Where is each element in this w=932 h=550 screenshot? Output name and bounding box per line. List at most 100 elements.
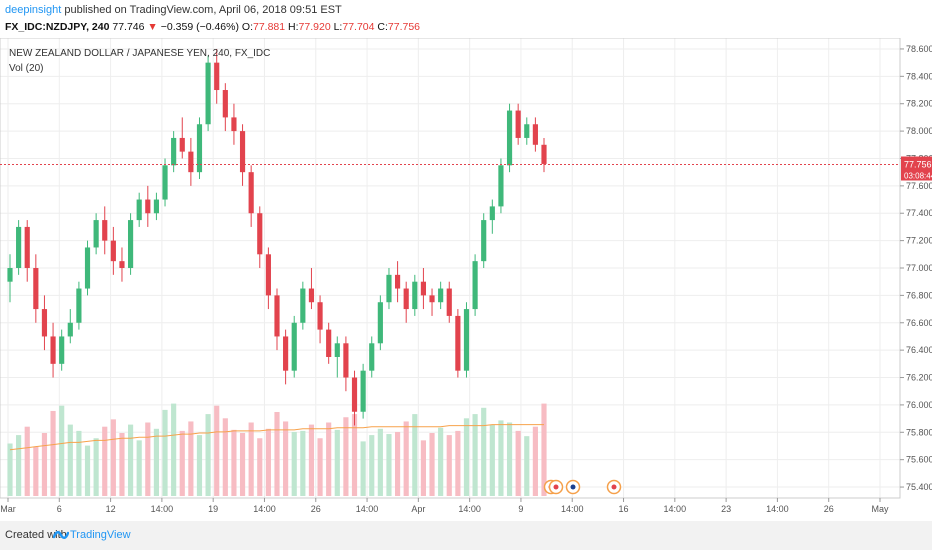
y-tick-label: 75.600: [906, 455, 932, 465]
volume-bar: [93, 438, 99, 496]
volume-bar: [300, 430, 306, 496]
x-tick-label: 14:00: [766, 504, 789, 514]
down-arrow-icon: ▼: [147, 21, 158, 33]
time-axis[interactable]: Mar 6 12 14:00 19 14:00 26 14:00 Apr 14:00 9 14:00 1…: [0, 498, 889, 514]
x-tick-label: 14:00: [458, 504, 481, 514]
x-tick-label: 14:00: [664, 504, 687, 514]
x-tick-label: 19: [208, 504, 218, 514]
volume-bar: [257, 438, 263, 496]
open-label: O:: [241, 21, 253, 33]
volume-bar: [394, 431, 401, 496]
candle-body: [119, 261, 125, 268]
last-price-tag: [901, 156, 932, 181]
y-tick-label: 75.800: [906, 427, 932, 437]
candle-body: [377, 302, 383, 344]
candle-body: [136, 199, 142, 221]
price-chart[interactable]: 78.60078.40078.20078.00077.80077.60077.4…: [0, 38, 932, 521]
x-tick-label: 14:00: [561, 504, 584, 514]
volume-bar: [438, 427, 444, 496]
y-tick-label: 77.600: [906, 181, 932, 191]
candle-body: [420, 281, 427, 296]
candle-body: [239, 131, 246, 173]
candle-body: [317, 302, 323, 330]
y-tick-label: 77.000: [906, 263, 932, 273]
candle-body: [93, 220, 99, 248]
volume-bar: [274, 412, 280, 496]
volume-bar: [412, 414, 418, 496]
y-tick-label: 75.400: [906, 482, 932, 492]
candle-body: [50, 336, 56, 364]
volume-bar: [463, 418, 470, 496]
volume-bar: [386, 434, 392, 496]
candle-body: [438, 288, 444, 303]
candle-body: [59, 336, 65, 364]
candle-body: [326, 329, 332, 357]
tradingview-link[interactable]: TradingView: [70, 529, 131, 541]
candle-body: [7, 268, 13, 282]
candle-body: [41, 309, 48, 337]
volume-bar: [403, 421, 409, 496]
volume-bar: [308, 424, 315, 496]
candle-body: [472, 261, 478, 310]
volume-bar: [145, 422, 151, 496]
volume-bar: [541, 403, 547, 496]
x-tick-label: 26: [824, 504, 834, 514]
volume-bar: [446, 435, 452, 496]
x-tick-label: 14:00: [151, 504, 174, 514]
high-value: 77.920: [298, 21, 331, 33]
symbol-line: FX_IDC:NZDJPY, 240 77.746 ▼ −0.359 (−0.4…: [5, 21, 420, 33]
volume-bars: [7, 403, 547, 496]
x-tick-label: 12: [106, 504, 116, 514]
candle-body: [16, 226, 22, 268]
high-label: H:: [288, 21, 299, 33]
volume-bar: [33, 446, 39, 496]
candle-body: [351, 377, 358, 412]
volume-bar: [205, 414, 211, 496]
candle-body: [394, 274, 401, 289]
y-tick-label: 76.800: [906, 290, 932, 300]
candle-body: [205, 62, 211, 125]
volume-bar: [248, 422, 254, 496]
low-value: 77.704: [342, 21, 375, 33]
close-value: 77.756: [387, 21, 421, 33]
event-marker-dot: [570, 484, 576, 490]
candle-body: [257, 213, 263, 255]
price-axis[interactable]: 78.60078.40078.20078.00077.80077.60077.4…: [900, 44, 932, 492]
candle-body: [515, 110, 521, 138]
candle-body: [498, 165, 504, 207]
volume-bar: [59, 405, 65, 496]
volume-bar: [420, 440, 427, 496]
candle-body: [412, 281, 418, 310]
volume-bar: [188, 421, 194, 496]
candle-body: [222, 90, 228, 118]
volume-bar: [41, 433, 48, 496]
volume-bar: [317, 438, 323, 496]
volume-bar: [472, 414, 478, 496]
volume-bar: [489, 424, 495, 496]
x-tick-label: 16: [619, 504, 629, 514]
candle-body: [300, 288, 306, 323]
candle-body: [127, 220, 134, 268]
y-tick-label: 77.200: [906, 236, 932, 246]
candle-body: [188, 151, 194, 173]
footer-bar: Created with TradingView: [0, 521, 932, 550]
candle-body: [67, 322, 73, 337]
event-marker-dot: [553, 484, 559, 490]
author-link[interactable]: deepinsight: [5, 4, 62, 16]
volume-bar: [369, 435, 375, 496]
candle-body: [145, 199, 151, 214]
volume-legend: Vol (20): [9, 63, 44, 74]
candle-body: [308, 288, 315, 303]
y-tick-label: 76.000: [906, 400, 932, 410]
volume-bar: [377, 428, 383, 496]
candle-body: [403, 288, 409, 310]
y-tick-label: 76.400: [906, 345, 932, 355]
candle-body: [291, 322, 297, 371]
volume-bar: [162, 409, 168, 496]
tradingview-logo-icon[interactable]: [53, 528, 69, 542]
volume-bar: [214, 405, 220, 496]
publish-line: deepinsight published on TradingView.com…: [5, 4, 342, 16]
candle-body: [369, 343, 375, 371]
event-markers[interactable]: [543, 479, 622, 495]
candle-body: [76, 288, 82, 323]
